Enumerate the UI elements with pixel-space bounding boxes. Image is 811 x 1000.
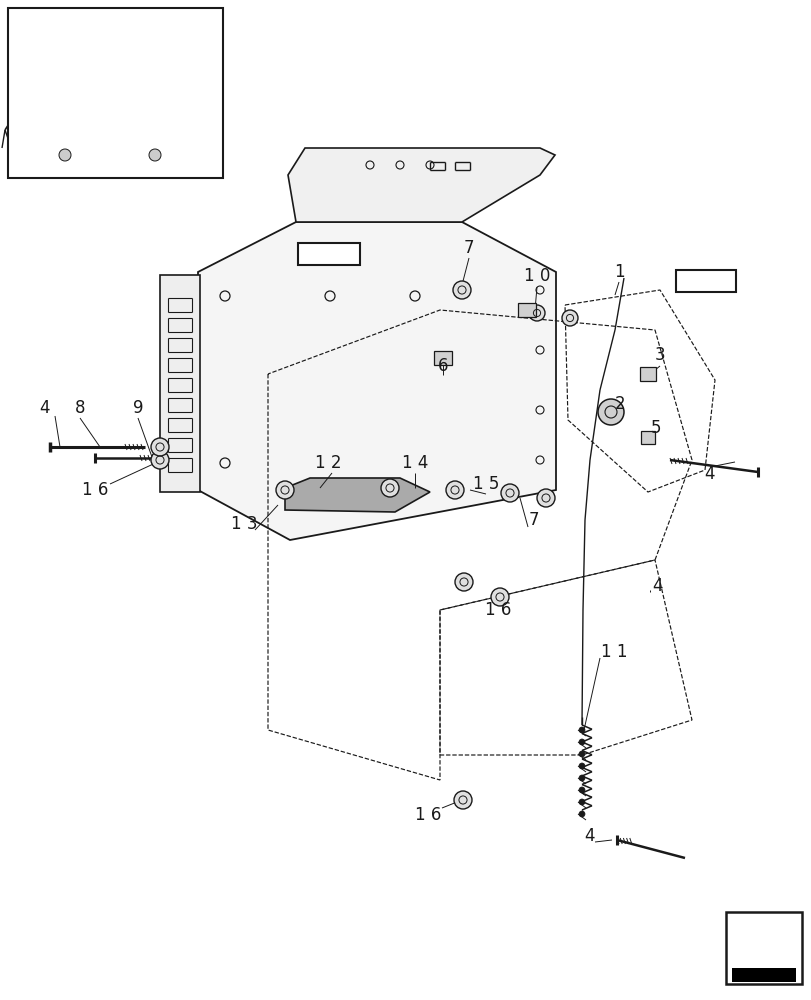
Bar — [433, 351, 452, 365]
Circle shape — [578, 811, 584, 817]
Circle shape — [578, 763, 584, 769]
Text: 3: 3 — [654, 346, 664, 364]
Text: 1 6: 1 6 — [414, 806, 440, 824]
Circle shape — [578, 739, 584, 745]
Circle shape — [453, 791, 471, 809]
Circle shape — [276, 481, 294, 499]
Polygon shape — [198, 222, 556, 540]
Circle shape — [528, 305, 544, 321]
Text: 4: 4 — [704, 465, 714, 483]
Text: 1 5: 1 5 — [472, 475, 499, 493]
Text: 6: 6 — [437, 357, 448, 375]
Bar — [639, 367, 655, 381]
Circle shape — [491, 588, 508, 606]
Text: 9: 9 — [132, 399, 143, 417]
Circle shape — [578, 787, 584, 793]
Polygon shape — [18, 30, 215, 160]
Polygon shape — [160, 275, 200, 492]
Bar — [640, 430, 654, 444]
Text: 1 0: 1 0 — [523, 267, 550, 285]
Polygon shape — [288, 148, 554, 222]
Text: 4: 4 — [40, 399, 50, 417]
Bar — [725, 912, 801, 984]
Text: 2: 2 — [614, 395, 624, 413]
Circle shape — [561, 310, 577, 326]
Bar — [517, 303, 535, 317]
Text: 4: 4 — [652, 577, 663, 595]
Bar — [298, 243, 359, 265]
Text: 1 6: 1 6 — [484, 601, 511, 619]
Circle shape — [578, 775, 584, 781]
Circle shape — [148, 149, 161, 161]
Text: 1 4: 1 4 — [401, 454, 427, 472]
Circle shape — [453, 281, 470, 299]
Circle shape — [142, 142, 168, 168]
Text: 050: 050 — [313, 245, 345, 263]
Circle shape — [578, 727, 584, 733]
Text: 5: 5 — [650, 419, 660, 437]
Text: 1 3: 1 3 — [230, 515, 257, 533]
Bar — [8, 8, 223, 178]
Circle shape — [59, 149, 71, 161]
Circle shape — [445, 481, 463, 499]
Circle shape — [578, 799, 584, 805]
Circle shape — [151, 451, 169, 469]
Text: 7: 7 — [528, 511, 539, 529]
Bar — [676, 270, 735, 292]
Text: 1: 1 — [613, 263, 624, 281]
Text: 7: 7 — [463, 239, 474, 257]
Circle shape — [52, 142, 78, 168]
Polygon shape — [285, 478, 430, 512]
Text: 1 1: 1 1 — [600, 643, 626, 661]
Text: 1 2: 1 2 — [315, 454, 341, 472]
Circle shape — [578, 751, 584, 757]
Circle shape — [380, 479, 398, 497]
Circle shape — [500, 484, 518, 502]
Circle shape — [536, 489, 554, 507]
Text: 040: 040 — [689, 272, 721, 290]
Polygon shape — [757, 937, 799, 977]
Circle shape — [597, 399, 623, 425]
Text: 4: 4 — [584, 827, 594, 845]
Circle shape — [151, 438, 169, 456]
Text: 8: 8 — [75, 399, 85, 417]
Circle shape — [454, 573, 473, 591]
Bar — [731, 968, 795, 982]
Text: 1 6: 1 6 — [82, 481, 108, 499]
